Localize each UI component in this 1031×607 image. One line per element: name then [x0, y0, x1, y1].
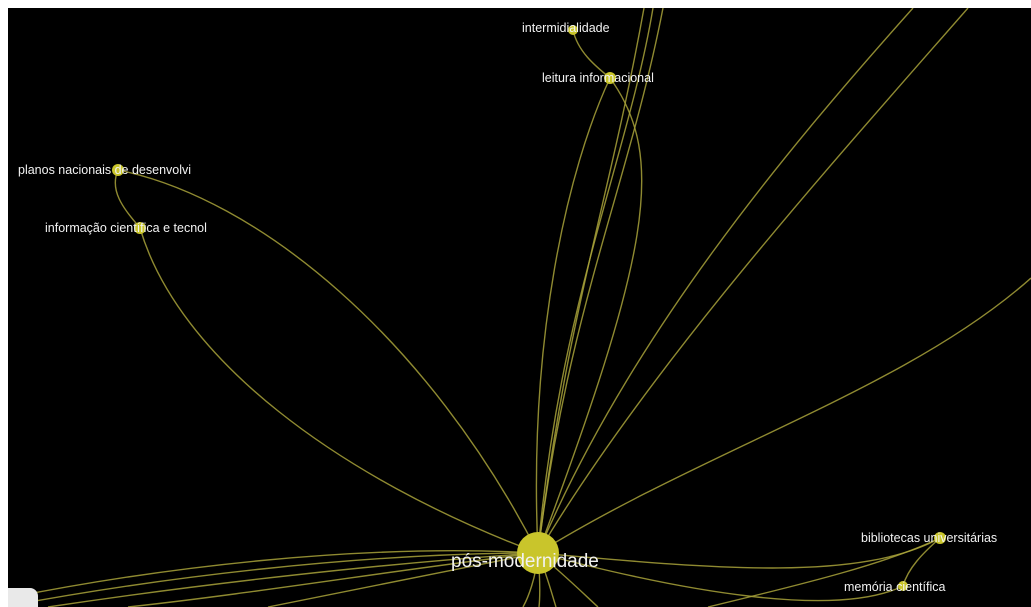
edge-layer [8, 8, 1031, 607]
panel-toggle-tab[interactable] [8, 588, 38, 607]
node[interactable] [934, 532, 946, 544]
graph-canvas[interactable]: pós-modernidade intermidialidade leitura… [8, 8, 1031, 607]
edge [267, 552, 539, 607]
edge [139, 227, 539, 554]
edge [127, 552, 539, 607]
node[interactable] [604, 72, 616, 84]
node-layer [112, 25, 946, 591]
node-label: bibliotecas universitárias [861, 531, 997, 545]
edge [537, 8, 664, 554]
edge [537, 77, 643, 554]
node-label: leitura informacional [542, 71, 654, 85]
edge [535, 77, 611, 554]
label-layer: pós-modernidade intermidialidade leitura… [18, 21, 997, 594]
edge [117, 169, 539, 554]
node-label: memória científica [844, 580, 945, 594]
node-center[interactable] [517, 532, 559, 574]
node[interactable] [112, 164, 124, 176]
edge [537, 8, 914, 554]
node-label: informação científica e tecnol [45, 221, 207, 235]
edge [8, 550, 539, 599]
edge [902, 537, 941, 587]
edge [537, 8, 969, 554]
node[interactable] [134, 222, 146, 234]
edge [537, 277, 1031, 554]
node-label-center: pós-modernidade [451, 551, 599, 572]
node[interactable] [898, 581, 908, 591]
node-label: planos nacionais de desenvolvi [18, 163, 191, 177]
edge [8, 552, 539, 607]
edge [47, 552, 539, 607]
keyword-network-graph[interactable]: pós-modernidade intermidialidade leitura… [8, 8, 1031, 607]
node-label: intermidialidade [522, 21, 610, 35]
edge [114, 169, 141, 229]
edge [707, 537, 941, 607]
edge [537, 8, 654, 554]
node[interactable] [568, 25, 578, 35]
